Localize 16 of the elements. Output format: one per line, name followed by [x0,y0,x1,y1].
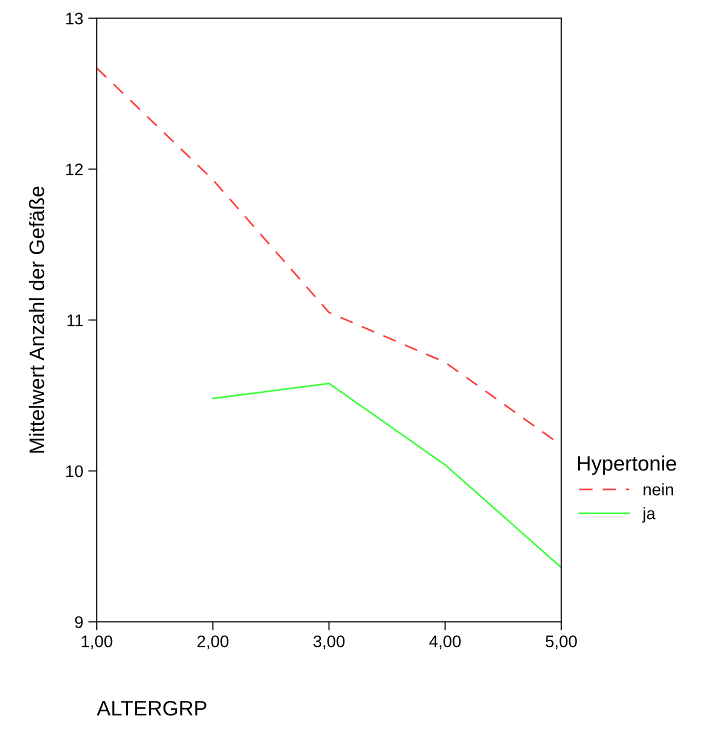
x-axis-title: ALTERGRP [96,700,206,716]
legend-label: ja [642,507,656,523]
x-tick-label: 3,00 [313,635,345,650]
line-series [212,382,562,568]
legend-title: Hypertonie [578,455,676,475]
x-tick-label: 4,00 [429,635,461,650]
x-tick-label: 2,00 [197,635,228,650]
y-tick-label: 13 [66,12,83,24]
y-tick-label: 9 [75,616,83,628]
y-tick-label: 10 [66,465,83,478]
y-tick-label: 12 [66,164,83,176]
x-tick-label: 5,00 [546,635,577,650]
legend-label: nein [644,483,673,496]
y-axis-title: Mittelwert Anzahl der Gefäße [28,186,44,453]
x-tick-label: 1,00 [82,635,112,650]
y-tick-label: 11 [67,314,83,326]
